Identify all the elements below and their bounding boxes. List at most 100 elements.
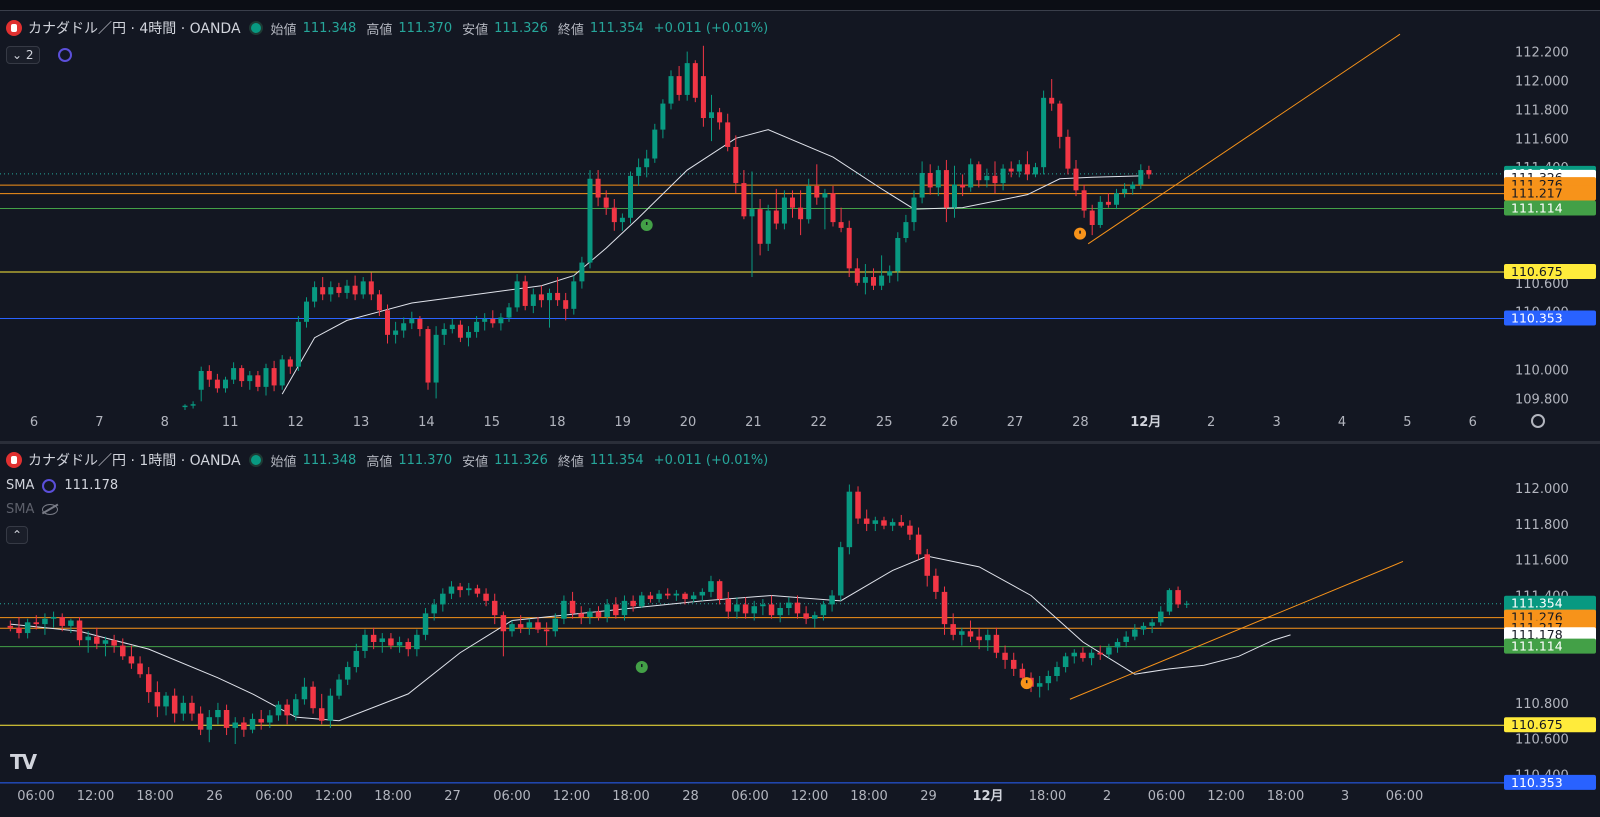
candle-body	[684, 63, 690, 95]
candle-body	[1057, 103, 1063, 137]
candle-body	[579, 262, 585, 282]
candle-body	[765, 210, 771, 244]
candle-body	[440, 593, 446, 605]
sync-icon[interactable]	[57, 48, 72, 62]
candle-body	[933, 575, 939, 592]
y-tick-label: 111.600	[1515, 132, 1569, 147]
candle-body	[368, 281, 374, 295]
candle-body	[812, 615, 818, 619]
legend-1h: カナダドル／円 · 1時間 · OANDA 始値 111.348 高値 111.37…	[6, 450, 772, 470]
candle-body	[466, 588, 472, 591]
x-tick-label: 06:00	[1386, 789, 1423, 804]
candle-body	[362, 634, 368, 651]
x-tick-label: 06:00	[731, 789, 768, 804]
candle-body	[872, 520, 879, 524]
candle-body	[760, 604, 766, 607]
y-tick-label: 112.000	[1515, 74, 1569, 89]
candle-body	[611, 207, 617, 223]
low-label: 安値	[462, 22, 489, 38]
candle-body	[1054, 667, 1060, 676]
y-tick-label: 110.600	[1515, 277, 1569, 292]
candle-body	[959, 631, 965, 635]
price-label-bg	[1504, 627, 1596, 643]
candle-body	[241, 722, 247, 730]
candle-body	[1089, 210, 1095, 225]
candle-body	[1097, 652, 1103, 655]
candle-body	[1000, 168, 1006, 184]
candle-body	[1049, 97, 1055, 104]
candle-body	[777, 608, 783, 616]
candle-body	[1033, 167, 1038, 175]
x-tick-label: 25	[876, 415, 893, 430]
candle-body	[749, 209, 755, 217]
sma-line	[281, 129, 1141, 395]
candle-body	[822, 193, 828, 198]
candle-body	[543, 629, 550, 632]
candle-body	[682, 593, 688, 600]
candle-body	[388, 638, 394, 646]
candle-body	[145, 674, 152, 693]
candle-body	[50, 616, 57, 619]
candle-body	[379, 638, 386, 642]
change-value: +0.011 (+0.01%)	[653, 20, 769, 36]
candle-body	[1114, 193, 1119, 205]
price-label-bg	[1504, 263, 1596, 279]
candle-body	[190, 404, 196, 406]
candle-body	[522, 281, 528, 306]
close-value: 111.354	[589, 20, 644, 36]
symbol-title-4h[interactable]: カナダドル／円 · 4時間 · OANDA	[28, 21, 241, 37]
indicators-toggle-button[interactable]: ⌄ 2	[6, 46, 40, 64]
candle-body	[538, 294, 544, 301]
candle-body	[425, 329, 431, 383]
candle-body	[457, 324, 463, 338]
candle-body	[967, 631, 974, 637]
candle-body	[111, 640, 117, 646]
candle-body	[1183, 603, 1190, 605]
candle-body	[699, 591, 706, 596]
candle-body	[94, 636, 100, 644]
collapse-legend-button[interactable]: ⌃	[6, 526, 29, 544]
x-tick-label: 2	[1207, 415, 1215, 430]
candle-body	[941, 591, 948, 625]
candle-body	[903, 222, 909, 239]
candle-body	[943, 170, 949, 208]
candle-body	[1158, 611, 1164, 623]
change-value: +0.011 (+0.01%)	[653, 452, 769, 468]
pane-divider[interactable]	[0, 441, 1600, 444]
candle-body	[1071, 652, 1078, 657]
candle-body	[734, 604, 740, 612]
candle-body	[814, 185, 820, 198]
low-value: 111.326	[494, 452, 548, 468]
candle-body	[1062, 656, 1069, 668]
candle-body	[773, 210, 779, 224]
candle-body	[786, 602, 792, 608]
candle-body	[630, 600, 636, 607]
candle-body	[895, 238, 901, 272]
chart-pane-4h[interactable]: 112.200112.000111.800111.600111.400110.6…	[0, 12, 1600, 442]
y-tick-label: 111.600	[1515, 554, 1569, 569]
candle-body	[180, 702, 187, 714]
candle-body	[628, 175, 633, 218]
sma-legend-row[interactable]: SMA 111.178	[6, 478, 118, 493]
settings-gear-icon[interactable]	[1531, 414, 1545, 428]
candle-body	[517, 624, 524, 628]
sma-hidden-row[interactable]: SMA	[6, 502, 59, 517]
symbol-title-1h[interactable]: カナダドル／円 · 1時間 · OANDA	[28, 453, 241, 469]
candle-body	[950, 624, 956, 635]
indicators-count: 2	[25, 48, 34, 62]
chart-pane-1h[interactable]: 112.000111.800111.600111.400110.800110.6…	[0, 444, 1600, 817]
candle-body	[863, 518, 870, 524]
candle-body	[898, 522, 905, 526]
trendline	[1069, 561, 1404, 700]
chart-4h-canvas[interactable]: 112.200112.000111.800111.600111.400110.6…	[0, 12, 1600, 442]
candle-body	[952, 184, 957, 208]
sync-icon[interactable]	[42, 478, 57, 493]
tradingview-logo-icon[interactable]: TV	[10, 750, 37, 774]
candle-body	[506, 307, 512, 318]
chart-1h-canvas[interactable]: 112.000111.800111.600111.400110.800110.6…	[0, 444, 1600, 817]
candle-body	[968, 164, 974, 188]
eye-hidden-icon[interactable]	[42, 504, 59, 515]
y-tick-label: 112.200	[1515, 46, 1569, 61]
close-value: 111.354	[589, 452, 644, 468]
sma-value: 111.178	[64, 478, 119, 493]
